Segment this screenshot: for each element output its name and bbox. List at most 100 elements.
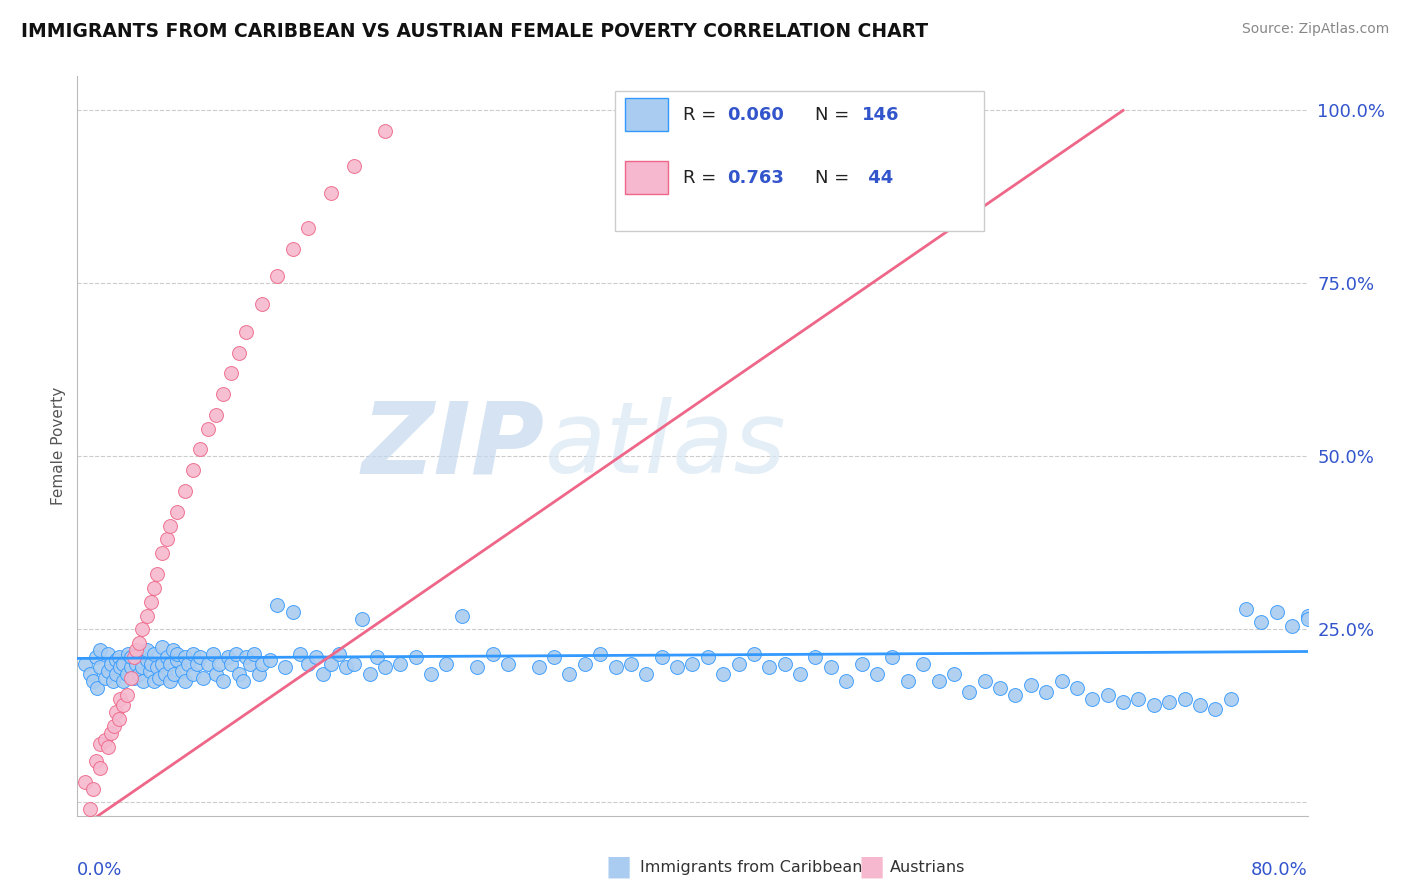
Point bbox=[110, 660, 132, 674]
Point bbox=[1019, 678, 1042, 692]
Point bbox=[266, 598, 288, 612]
Text: ■: ■ bbox=[606, 853, 631, 881]
Text: 0.763: 0.763 bbox=[727, 169, 783, 187]
Point bbox=[247, 667, 270, 681]
Point bbox=[122, 650, 145, 665]
Point bbox=[82, 781, 104, 796]
Point bbox=[120, 671, 142, 685]
Point bbox=[166, 653, 188, 667]
Point bbox=[128, 636, 150, 650]
Point bbox=[153, 667, 176, 681]
Point bbox=[1281, 619, 1303, 633]
Point bbox=[912, 657, 935, 671]
Point bbox=[1128, 691, 1150, 706]
Text: IMMIGRANTS FROM CARIBBEAN VS AUSTRIAN FEMALE POVERTY CORRELATION CHART: IMMIGRANTS FROM CARIBBEAN VS AUSTRIAN FE… bbox=[21, 22, 928, 41]
Point bbox=[115, 667, 138, 681]
Point bbox=[973, 674, 995, 689]
Point bbox=[465, 660, 488, 674]
Point bbox=[682, 657, 704, 671]
Point bbox=[86, 681, 108, 695]
Point bbox=[181, 667, 204, 681]
Point bbox=[84, 754, 107, 768]
Point bbox=[108, 650, 131, 665]
Point bbox=[228, 667, 250, 681]
Text: Austrians: Austrians bbox=[890, 860, 966, 874]
Text: N =: N = bbox=[815, 106, 855, 124]
Point bbox=[1219, 691, 1241, 706]
Point bbox=[319, 186, 342, 201]
Point bbox=[988, 681, 1011, 695]
Point bbox=[166, 647, 188, 661]
Point bbox=[117, 647, 139, 661]
Point bbox=[219, 657, 242, 671]
Point bbox=[188, 650, 212, 665]
Point bbox=[589, 647, 612, 661]
Point bbox=[350, 612, 373, 626]
Point bbox=[228, 345, 250, 359]
Point bbox=[125, 643, 148, 657]
Point bbox=[620, 657, 643, 671]
Point bbox=[112, 698, 135, 713]
Point bbox=[204, 408, 226, 422]
Point bbox=[436, 657, 458, 671]
Point bbox=[97, 664, 120, 678]
Text: atlas: atlas bbox=[546, 398, 786, 494]
Point bbox=[122, 671, 145, 685]
Point bbox=[1112, 695, 1135, 709]
Point bbox=[343, 657, 366, 671]
Point bbox=[1174, 691, 1197, 706]
Point bbox=[174, 483, 197, 498]
Text: ZIP: ZIP bbox=[361, 398, 546, 494]
Point bbox=[73, 657, 96, 671]
Y-axis label: Female Poverty: Female Poverty bbox=[51, 387, 66, 505]
Point bbox=[89, 737, 111, 751]
Point bbox=[159, 657, 181, 671]
Point bbox=[250, 657, 273, 671]
Point bbox=[225, 647, 247, 661]
Point bbox=[97, 647, 120, 661]
Point bbox=[135, 608, 157, 623]
Point bbox=[212, 674, 235, 689]
Point bbox=[89, 761, 111, 775]
Point bbox=[297, 657, 319, 671]
Point bbox=[1296, 608, 1319, 623]
Point bbox=[866, 667, 889, 681]
Point bbox=[274, 660, 297, 674]
Point bbox=[128, 667, 150, 681]
Point bbox=[146, 567, 169, 582]
Point bbox=[104, 706, 127, 720]
Point bbox=[159, 518, 181, 533]
Point bbox=[804, 650, 827, 665]
Point bbox=[120, 650, 142, 665]
Point bbox=[1097, 688, 1119, 702]
Point bbox=[94, 671, 117, 685]
Point bbox=[110, 691, 132, 706]
Point bbox=[742, 647, 765, 661]
Point bbox=[1143, 698, 1166, 713]
Text: 0.0%: 0.0% bbox=[77, 861, 122, 879]
Point bbox=[193, 671, 215, 685]
Point bbox=[259, 653, 281, 667]
Point bbox=[108, 712, 131, 726]
Point bbox=[235, 650, 257, 665]
Point bbox=[177, 657, 200, 671]
Point bbox=[374, 660, 396, 674]
Point bbox=[181, 647, 204, 661]
Point bbox=[197, 657, 219, 671]
Text: R =: R = bbox=[683, 106, 721, 124]
Point bbox=[100, 657, 122, 671]
Point bbox=[450, 608, 472, 623]
Point bbox=[163, 667, 186, 681]
Point bbox=[243, 647, 266, 661]
Point bbox=[212, 387, 235, 401]
Point bbox=[135, 643, 157, 657]
Point bbox=[135, 653, 157, 667]
Point bbox=[343, 159, 366, 173]
Point bbox=[219, 367, 242, 381]
Point bbox=[773, 657, 796, 671]
Point bbox=[132, 674, 155, 689]
Point bbox=[789, 667, 811, 681]
Point bbox=[420, 667, 443, 681]
FancyBboxPatch shape bbox=[624, 98, 668, 131]
Point bbox=[1204, 702, 1226, 716]
